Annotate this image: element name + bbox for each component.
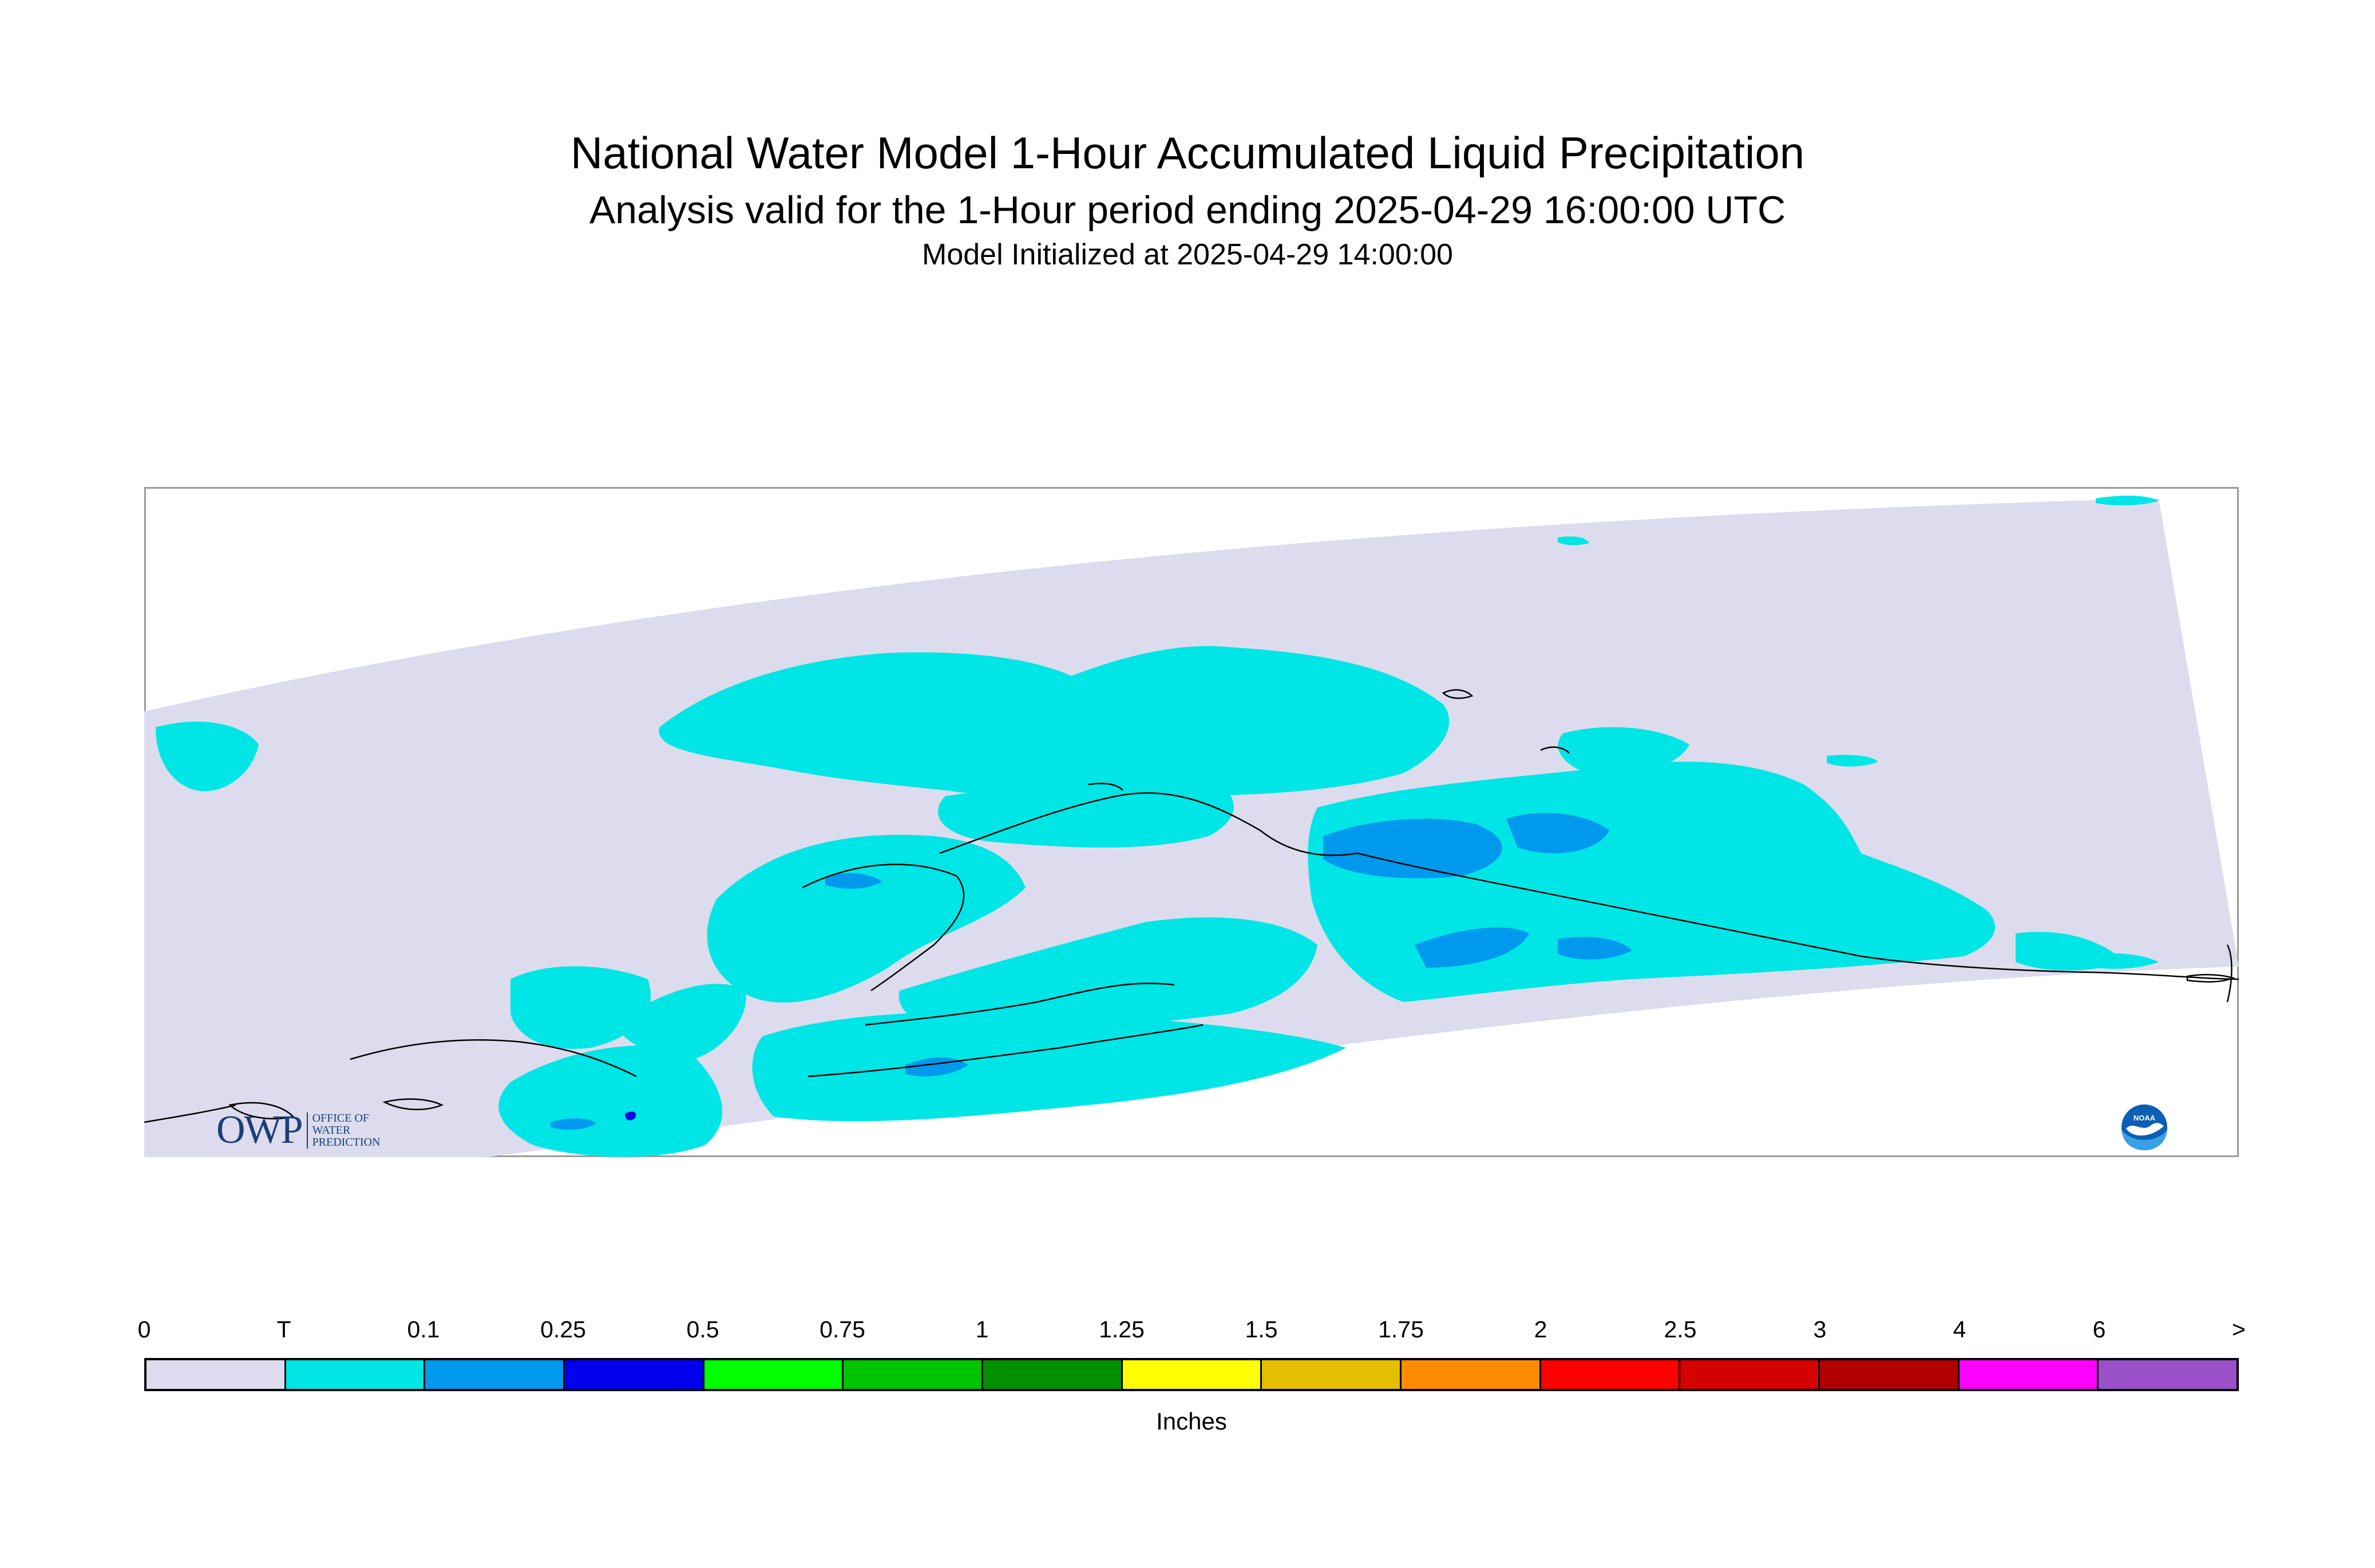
legend-swatch xyxy=(286,1360,426,1389)
legend-swatch xyxy=(147,1360,286,1389)
legend-colorbar xyxy=(144,1358,2239,1391)
legend-swatch xyxy=(844,1360,984,1389)
noaa-logo: NOAA xyxy=(2120,1103,2168,1151)
legend-tick-label: > xyxy=(2232,1316,2246,1343)
noaa-logo-text: NOAA xyxy=(2133,1114,2156,1122)
legend-tick-label: 0.5 xyxy=(686,1316,719,1343)
legend-tick-label: 1 xyxy=(975,1316,989,1343)
coastlines xyxy=(144,689,2239,1123)
legend-tick-label: 0.75 xyxy=(820,1316,865,1343)
trace-precip-areas xyxy=(156,496,2159,1157)
legend-tick-label: 0.1 xyxy=(407,1316,440,1343)
legend-swatch xyxy=(983,1360,1123,1389)
legend-units: Inches xyxy=(1156,1408,1227,1435)
legend-tick-label: T xyxy=(276,1316,291,1343)
legend-swatch xyxy=(1122,1360,1262,1389)
owp-logo: OWP OFFICE OF WATER PREDICTION xyxy=(216,1107,380,1153)
legend-swatch xyxy=(1262,1360,1402,1389)
legend-tick-label: 0.25 xyxy=(540,1316,586,1343)
owp-logo-text: OFFICE OF WATER PREDICTION xyxy=(306,1112,380,1149)
moderate-precip-areas xyxy=(625,1111,636,1120)
legend-tick-label: 1.5 xyxy=(1245,1316,1278,1343)
legend-tick-label: 4 xyxy=(1953,1316,1966,1343)
model-init-line: Model Initialized at 2025-04-29 14:00:00 xyxy=(922,238,1453,271)
legend-tick-label: 0 xyxy=(137,1316,151,1343)
legend-swatch xyxy=(565,1360,704,1389)
valid-period-subtitle: Analysis valid for the 1-Hour period end… xyxy=(589,188,1786,232)
legend-tick-label: 6 xyxy=(2092,1316,2106,1343)
legend-tick-label: 2 xyxy=(1534,1316,1547,1343)
legend-swatch xyxy=(425,1360,565,1389)
legend-tick-label: 1.25 xyxy=(1099,1316,1145,1343)
legend-swatch xyxy=(1541,1360,1681,1389)
map-title: National Water Model 1-Hour Accumulated … xyxy=(570,128,1805,178)
legend-swatch xyxy=(1680,1360,1820,1389)
legend-tick-label: 2.5 xyxy=(1664,1316,1697,1343)
legend-swatch xyxy=(2099,1360,2237,1389)
legend-swatch xyxy=(704,1360,844,1389)
legend-swatch xyxy=(1820,1360,1960,1389)
legend-swatch xyxy=(1959,1360,2099,1389)
legend-swatch xyxy=(1402,1360,1541,1389)
legend-tick-label: 3 xyxy=(1813,1316,1827,1343)
light-precip-areas xyxy=(551,813,1632,1130)
precipitation-map xyxy=(144,487,2239,1157)
owp-logo-mark: OWP xyxy=(216,1108,303,1152)
legend-tick-label: 1.75 xyxy=(1378,1316,1424,1343)
precip-legend: 0 T 0.1 0.25 0.5 0.75 1 1.25 1.5 1.75 2 2.5 3 4 6 > Inc… xyxy=(138,1316,2246,1454)
